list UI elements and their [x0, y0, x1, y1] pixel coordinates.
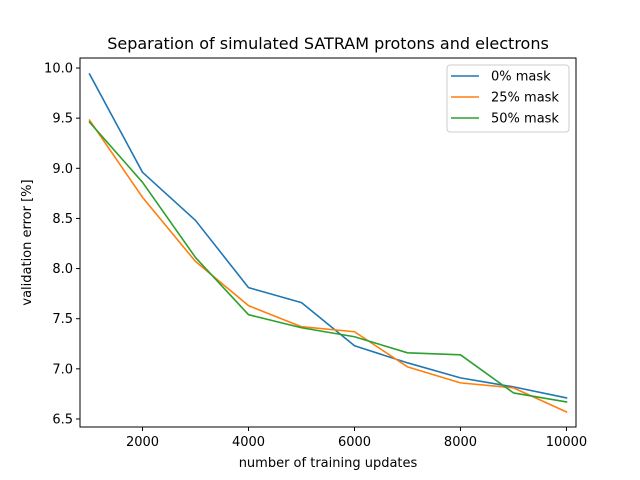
x-tick-label: 2000 — [126, 435, 159, 450]
y-tick-label: 9.5 — [52, 112, 73, 127]
y-tick-label: 7.0 — [52, 362, 73, 377]
axis-ticks: 2000 4000 6000 8000 10000 6.5 7.0 7.5 8.0 8.5 9.0 9… — [44, 62, 587, 450]
x-tick-label: 8000 — [444, 435, 477, 450]
y-tick-label: 8.0 — [52, 262, 73, 277]
series-line-1 — [88, 119, 568, 414]
y-tick-label: 6.5 — [52, 412, 73, 427]
legend-box — [446, 64, 570, 133]
x-axis-label: number of training updates — [239, 456, 418, 471]
legend-label-0: 0% mask — [491, 70, 551, 85]
y-tick-label: 9.0 — [52, 162, 73, 177]
series-line-0 — [88, 72, 568, 399]
y-tick-label: 8.5 — [52, 212, 73, 227]
series-line-2 — [88, 121, 568, 403]
chart-title: Separation of simulated SATRAM protons a… — [107, 34, 549, 53]
y-tick-label: 10.0 — [44, 62, 73, 77]
x-tick-label: 6000 — [338, 435, 371, 450]
legend-label-2: 50% mask — [491, 112, 559, 127]
y-axis-label: validation error [%] — [20, 179, 35, 305]
plot-frame — [79, 57, 577, 428]
legend: 0% mask 25% mask 50% mask — [446, 64, 570, 133]
x-tick-label: 4000 — [232, 435, 265, 450]
y-tick-label: 7.5 — [52, 312, 73, 327]
series-lines — [88, 72, 568, 414]
legend-label-1: 25% mask — [491, 91, 559, 106]
x-tick-label: 10000 — [546, 435, 587, 450]
